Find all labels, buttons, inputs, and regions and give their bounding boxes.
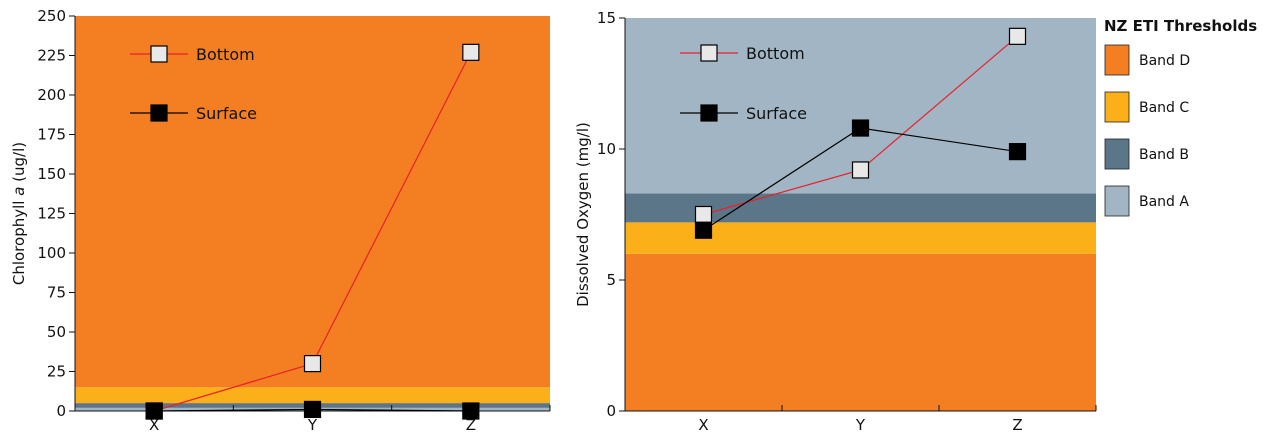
y-tick-label: 225	[37, 47, 66, 65]
x-tick-label: Z	[466, 416, 476, 434]
data-point	[1008, 143, 1027, 161]
legend-label: Surface	[196, 104, 257, 123]
data-point	[145, 402, 163, 420]
series-bottom	[694, 27, 1027, 224]
y-tick-label: 100	[37, 244, 66, 262]
y-axis-label: Chlorophyll a (ug/l)	[10, 142, 28, 285]
series-surface	[694, 119, 1027, 239]
thresholds-legend: NZ ETI Thresholds Band D Band C Band B Band …	[1104, 17, 1257, 217]
y-tick-label: 10	[597, 140, 616, 158]
chart-1: 0 25 50 75 100 125 150 175 200 225 250 X Y Z Chlorophy…	[10, 7, 551, 434]
y-tick-label: 5	[606, 271, 616, 289]
y-tick-label: 175	[37, 126, 66, 144]
y-tick-label: 50	[47, 323, 66, 341]
data-point	[851, 161, 870, 179]
legend-label: Surface	[746, 104, 807, 123]
legend-band-label: Band C	[1139, 100, 1189, 116]
y-tick-label: 75	[47, 284, 66, 302]
legend-swatch	[1104, 138, 1130, 170]
legend-marker	[700, 44, 718, 62]
band-band-d	[75, 16, 550, 388]
x-tick-label: X	[149, 416, 159, 434]
y-tick-label: 250	[37, 7, 66, 25]
series-bottom	[145, 43, 480, 420]
legend-band-label: Band B	[1139, 147, 1189, 163]
legend-band-label: Band A	[1139, 194, 1189, 210]
legend-swatch	[1104, 91, 1130, 123]
legend-swatch	[1104, 185, 1130, 217]
legend-marker	[150, 45, 168, 63]
y-tick-label: 200	[37, 86, 66, 104]
band-band-c	[75, 387, 550, 404]
x-tick-label: X	[698, 416, 708, 434]
x-tick-label: Y	[307, 416, 318, 434]
legend-label: Bottom	[196, 45, 255, 64]
data-point	[303, 400, 322, 419]
thresholds-legend-title: NZ ETI Thresholds	[1104, 17, 1257, 35]
band-band-d	[625, 253, 1096, 411]
x-tick-label: Z	[1012, 416, 1022, 434]
data-point	[694, 221, 713, 239]
legend-swatch	[1104, 44, 1130, 76]
y-tick-label: 15	[597, 9, 616, 27]
legend-band-label: Band D	[1139, 53, 1190, 69]
data-point	[303, 355, 322, 373]
series-surface	[145, 400, 480, 420]
y-tick-label: 125	[37, 205, 66, 223]
y-tick-label: 0	[56, 402, 66, 420]
data-point	[1008, 27, 1027, 45]
y-tick-label: 150	[37, 165, 66, 183]
data-point	[694, 205, 713, 224]
data-point	[851, 119, 870, 137]
data-point	[462, 402, 480, 420]
legend-marker	[700, 104, 718, 122]
legend-marker	[150, 104, 168, 122]
y-tick-label: 0	[606, 402, 616, 420]
y-axis-label: Dissolved Oxygen (mg/l)	[574, 122, 592, 307]
data-point	[462, 43, 480, 61]
y-tick-label: 25	[47, 363, 66, 381]
chart-2: 0 5 10 15 X Y Z Dissolved Oxygen (mg/l) Bottom Su…	[574, 9, 1097, 434]
x-tick-label: Y	[855, 416, 866, 434]
legend-label: Bottom	[746, 44, 805, 63]
